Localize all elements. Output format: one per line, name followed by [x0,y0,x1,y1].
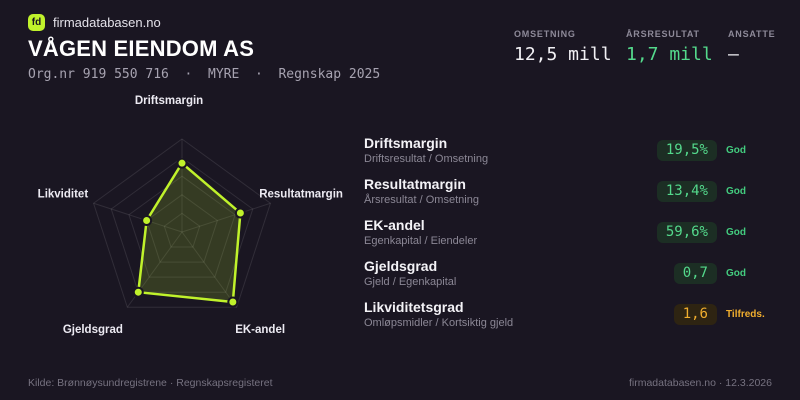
metric-formula: Driftsresultat / Omsetning [364,153,489,165]
metric-row-likviditetsgrad: Likviditetsgrad Omløpsmidler / Kortsikti… [364,297,772,338]
footer: Kilde: Brønnøysundregistrene · Regnskaps… [28,377,772,389]
metric-value-pill: 19,5% [656,140,717,161]
metric-title: EK-andel [364,217,425,233]
kpi-label: OMSETNING [514,29,576,39]
kpi-label: ANSATTE [728,29,776,39]
brand-site-name: firmadatabasen.no [53,15,161,30]
metric-value-pill: 0,7 [673,263,717,284]
metric-value-pill: 59,6% [656,222,717,243]
kpi-arsresultat: ÅRSRESULTAT 1,7 mill [626,29,728,65]
brand: fd firmadatabasen.no [28,14,161,31]
metric-status-badge: God [726,145,746,156]
metric-formula: Omløpsmidler / Kortsiktig gjeld [364,317,514,329]
metric-formula: Årsresultat / Omsetning [364,194,479,206]
metric-row-ek-andel: EK-andel Egenkapital / Eiendeler 59,6% G… [364,215,772,256]
metric-value-pill: 13,4% [656,181,717,202]
firmadatabasen-logo-icon: fd [28,14,45,31]
radar-axis-label: Gjeldsgrad [63,324,123,336]
metric-row-driftsmargin: Driftsmargin Driftsresultat / Omsetning … [364,133,772,174]
metric-formula: Egenkapital / Eiendeler [364,235,478,247]
radar-chart-panel: Driftsmargin Resultatmargin EK-andel Gjelds… [0,85,360,360]
radar-axis-label: Driftsmargin [135,95,203,107]
kpi-ansatte: ANSATTE – [728,29,775,65]
kpi-value: 12,5 mill [514,44,612,65]
metric-row-resultatmargin: Resultatmargin Årsresultat / Omsetning 1… [364,174,772,215]
metric-row-gjeldsgrad: Gjeldsgrad Gjeld / Egenkapital 0,7 God [364,256,772,297]
metric-status-badge: Tilfreds. [726,309,765,320]
metric-title: Resultatmargin [364,176,466,192]
metrics-list: Driftsmargin Driftsresultat / Omsetning … [364,133,772,338]
radar-axis-label: Likviditet [38,189,89,201]
metric-status-badge: God [726,227,746,238]
metric-formula: Gjeld / Egenkapital [364,276,457,288]
kpi-label: ÅRSRESULTAT [626,29,700,39]
company-title: VÅGEN EIENDOM AS [28,36,255,61]
metric-title: Likviditetsgrad [364,299,464,315]
radar-axis-label: EK-andel [235,324,285,336]
kpi-value: – [728,44,739,65]
kpi-value: 1,7 mill [626,44,713,65]
company-meta: Org.nr 919 550 716 · MYRE · Regnskap 202… [28,67,381,82]
kpi-omsetning: OMSETNING 12,5 mill [514,29,626,65]
radar-axis-label: Resultatmargin [259,189,343,201]
metric-title: Driftsmargin [364,135,448,151]
metric-status-badge: God [726,268,746,279]
radar-chart: Driftsmargin Resultatmargin EK-andel Gjelds… [38,95,343,336]
footer-source: Kilde: Brønnøysundregistrene · Regnskaps… [28,377,273,389]
metric-title: Gjeldsgrad [364,258,438,274]
metric-value-pill: 1,6 [673,304,717,325]
metric-status-badge: God [726,186,746,197]
footer-site-date: firmadatabasen.no · 12.3.2026 [628,377,772,389]
kpi-strip: OMSETNING 12,5 mill ÅRSRESULTAT 1,7 mill… [514,29,775,65]
